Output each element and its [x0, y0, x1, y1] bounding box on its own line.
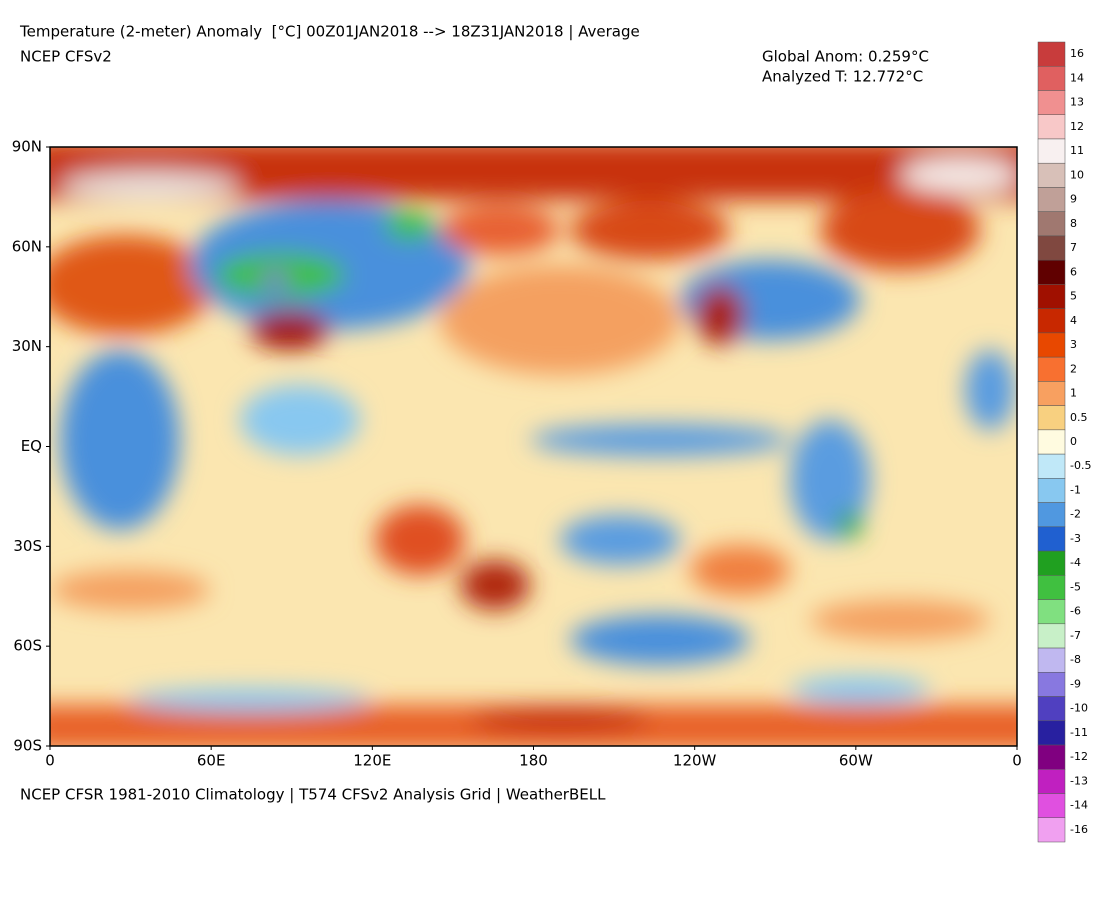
color-swatch	[1037, 720, 1066, 746]
color-swatch	[1037, 793, 1066, 819]
level-label: -3	[1070, 532, 1081, 545]
level-label: -6	[1070, 605, 1081, 618]
level-label: -5	[1070, 580, 1081, 593]
color-swatch	[1037, 162, 1066, 188]
lat-label: 60S	[13, 637, 42, 655]
level-label: -14	[1070, 799, 1088, 812]
level-label: -7	[1070, 629, 1081, 642]
level-label: 14	[1070, 71, 1084, 84]
color-swatch	[1037, 672, 1066, 697]
color-swatch	[1037, 41, 1066, 67]
lon-label: 0	[45, 752, 55, 770]
color-swatch	[1037, 769, 1066, 794]
anomaly-map	[50, 147, 1017, 746]
level-label: -4	[1070, 556, 1081, 569]
level-label: 1	[1070, 387, 1077, 400]
level-label: 4	[1070, 314, 1077, 327]
color-swatch	[1037, 259, 1066, 285]
color-swatch	[1037, 284, 1066, 309]
level-label: 10	[1070, 168, 1084, 181]
color-swatch	[1037, 478, 1066, 503]
color-swatch	[1037, 647, 1066, 673]
level-label: 5	[1070, 290, 1077, 303]
level-label: -11	[1070, 726, 1088, 739]
global-anom: Global Anom: 0.259°C	[762, 48, 929, 66]
lat-label: EQ	[21, 437, 42, 455]
level-label: 9	[1070, 193, 1077, 206]
color-swatch	[1037, 575, 1066, 600]
level-label: -8	[1070, 653, 1081, 666]
color-swatch	[1037, 211, 1066, 237]
color-swatch	[1037, 696, 1066, 722]
level-label: -2	[1070, 508, 1081, 521]
color-swatch	[1037, 65, 1066, 91]
color-swatch	[1037, 550, 1066, 576]
lat-label: 30N	[12, 337, 42, 355]
lon-label: 120E	[353, 752, 391, 770]
color-swatch	[1037, 599, 1066, 625]
color-swatch	[1037, 187, 1066, 212]
lon-label: 60E	[197, 752, 226, 770]
level-label: 8	[1070, 217, 1077, 230]
color-swatch	[1037, 90, 1066, 115]
level-label: -12	[1070, 750, 1088, 763]
level-label: -13	[1070, 774, 1088, 787]
level-label: 13	[1070, 96, 1084, 109]
level-label: 7	[1070, 241, 1077, 254]
color-swatch	[1037, 356, 1066, 382]
lat-label: 60N	[12, 237, 42, 255]
colorbar: 16 14 13 12 11 10 9 8 7 6 5 4 3 2 1 0.5 0 -0.5 -1 -2 -3 -4 -5 -…	[1037, 41, 1091, 843]
color-swatch	[1037, 817, 1066, 843]
color-swatch	[1037, 405, 1066, 431]
color-swatch	[1037, 381, 1066, 406]
level-label: 0	[1070, 435, 1077, 448]
footer: NCEP CFSR 1981-2010 Climatology | T574 C…	[20, 786, 606, 804]
color-swatch	[1037, 502, 1066, 528]
lon-label: 120W	[673, 752, 717, 770]
level-label: -9	[1070, 677, 1081, 690]
color-swatch	[1037, 138, 1066, 164]
level-label: -0.5	[1070, 459, 1091, 472]
lon-label: 60W	[839, 752, 873, 770]
lon-label: 180	[519, 752, 548, 770]
color-swatch	[1037, 623, 1066, 649]
color-swatch	[1037, 744, 1066, 770]
color-swatch	[1037, 453, 1066, 479]
color-swatch	[1037, 114, 1066, 140]
lon-label: 0	[1012, 752, 1022, 770]
level-label: 16	[1070, 47, 1084, 60]
level-label: 12	[1070, 120, 1084, 133]
color-swatch	[1037, 526, 1066, 552]
level-label: 11	[1070, 144, 1084, 157]
level-label: -10	[1070, 702, 1088, 715]
level-label: -1	[1070, 483, 1081, 496]
color-swatch	[1037, 332, 1066, 358]
model: NCEP CFSv2	[20, 48, 112, 66]
lat-label: 30S	[13, 537, 42, 555]
level-label: -16	[1070, 823, 1088, 836]
level-label: 0.5	[1070, 411, 1088, 424]
title: Temperature (2-meter) Anomaly [°C] 00Z01…	[19, 23, 640, 41]
analyzed-t: Analyzed T: 12.772°C	[762, 68, 923, 86]
color-swatch	[1037, 308, 1066, 334]
level-label: 6	[1070, 265, 1077, 278]
lat-label: 90N	[12, 138, 42, 156]
color-swatch	[1037, 429, 1066, 455]
color-swatch	[1037, 235, 1066, 261]
level-label: 2	[1070, 362, 1077, 375]
lat-label: 90S	[13, 737, 42, 755]
level-label: 3	[1070, 338, 1077, 351]
